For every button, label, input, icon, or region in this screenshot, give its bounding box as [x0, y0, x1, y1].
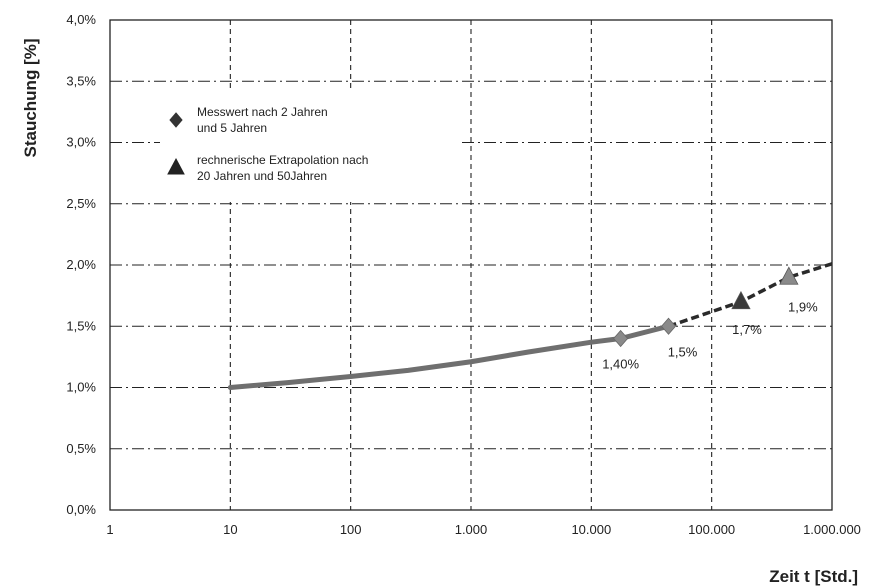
- extrapolation-curve: [667, 262, 833, 328]
- legend: Messwert nach 2 Jahren und 5 Jahren rechne…: [160, 92, 460, 202]
- y-tick-label: 0,5%: [66, 441, 96, 456]
- y-tick-label: 3,5%: [66, 73, 96, 88]
- diamond-marker: [660, 317, 677, 335]
- x-tick-label: 100.000: [688, 522, 735, 537]
- x-tick-label: 10.000: [571, 522, 611, 537]
- legend-triangle-icon: [167, 157, 185, 175]
- legend-background: [160, 92, 460, 202]
- legend-label: 20 Jahren und 50Jahren: [197, 169, 327, 183]
- measured-curve: [227, 323, 672, 390]
- data-labels: 1,40% 1,5% 1,7% 1,9%: [602, 299, 818, 371]
- y-tick-label: 2,5%: [66, 196, 96, 211]
- y-tick-label: 1,0%: [66, 380, 96, 395]
- x-axis-title: Zeit t [Std.]: [769, 567, 858, 586]
- series-layer: [227, 262, 833, 390]
- triangle-marker: [731, 290, 751, 310]
- x-tick-label: 100: [340, 522, 362, 537]
- data-label: 1,40%: [602, 357, 639, 372]
- data-label: 1,5%: [668, 344, 698, 359]
- legend-diamond-icon: [169, 112, 183, 128]
- y-tick-label: 1,5%: [66, 318, 96, 333]
- legend-label: rechnerische Extrapolation nach: [197, 153, 368, 167]
- legend-label: und 5 Jahren: [197, 121, 267, 135]
- x-tick-labels: 1 10 100 1.000 10.000 100.000 1.000.000: [106, 522, 861, 537]
- diamond-marker: [613, 329, 629, 348]
- markers-layer: [613, 266, 799, 348]
- y-tick-labels: 0,0% 0,5% 1,0% 1,5% 2,0% 2,5% 3,0% 3,5% 4,0%: [66, 12, 96, 517]
- y-axis-title: Stauchung [%]: [21, 39, 40, 158]
- y-tick-label: 2,0%: [66, 257, 96, 272]
- data-label: 1,9%: [788, 299, 818, 314]
- y-tick-label: 4,0%: [66, 12, 96, 27]
- triangle-marker: [779, 266, 799, 285]
- y-tick-label: 3,0%: [66, 135, 96, 150]
- data-label: 1,7%: [732, 322, 762, 337]
- legend-label: Messwert nach 2 Jahren: [197, 105, 328, 119]
- x-tick-label: 10: [223, 522, 237, 537]
- x-tick-label: 1.000: [455, 522, 488, 537]
- x-tick-label: 1: [106, 522, 113, 537]
- x-tick-label: 1.000.000: [803, 522, 861, 537]
- y-tick-label: 0,0%: [66, 502, 96, 517]
